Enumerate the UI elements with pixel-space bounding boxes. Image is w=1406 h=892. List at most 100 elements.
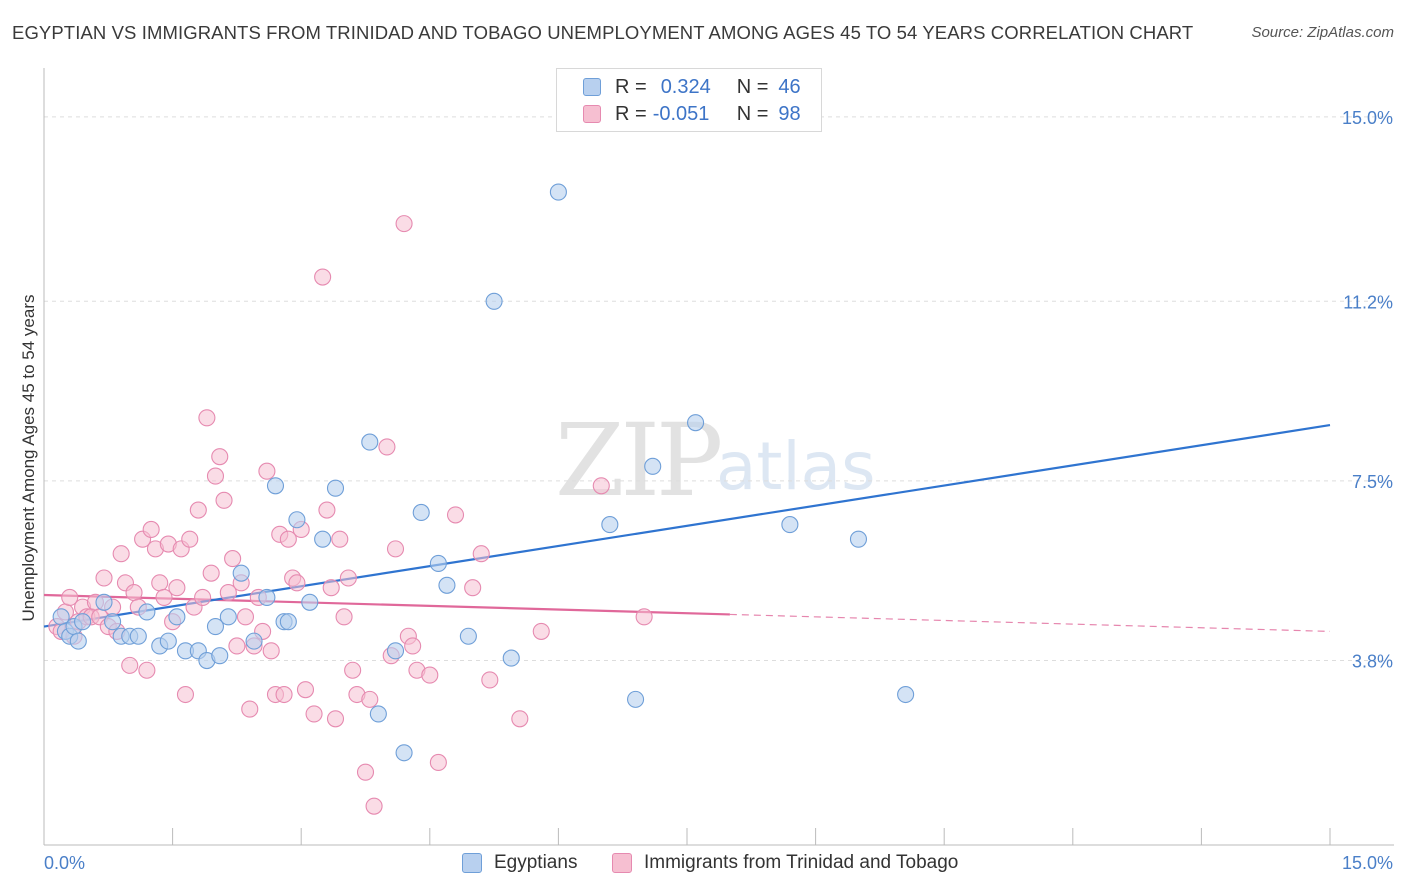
data-point-trinidad xyxy=(168,579,186,597)
data-point-trinidad xyxy=(464,579,482,597)
y-tick-label: 15.0% xyxy=(1342,108,1393,128)
data-point-egyptians xyxy=(386,642,405,660)
data-point-trinidad xyxy=(592,477,610,495)
data-point-egyptians xyxy=(395,744,413,762)
data-point-egyptians xyxy=(104,613,122,631)
data-point-egyptians xyxy=(288,511,306,529)
data-point-egyptians xyxy=(601,516,619,534)
y-tick-label: 7.5% xyxy=(1352,472,1393,492)
data-point-trinidad xyxy=(258,462,276,480)
data-point-trinidad xyxy=(378,438,396,456)
data-point-trinidad xyxy=(326,710,345,728)
data-point-trinidad xyxy=(288,574,306,592)
data-point-egyptians xyxy=(168,608,186,626)
data-point-egyptians xyxy=(211,647,229,665)
data-point-egyptians xyxy=(361,433,379,451)
data-point-trinidad xyxy=(429,753,447,772)
data-point-egyptians xyxy=(644,457,662,475)
data-point-trinidad xyxy=(305,705,323,723)
data-point-trinidad xyxy=(194,588,212,606)
data-point-trinidad xyxy=(356,763,375,781)
data-point-trinidad xyxy=(198,409,216,427)
data-point-egyptians xyxy=(897,685,915,704)
watermark-atlas: atlas xyxy=(716,428,876,505)
trend-line-egyptians xyxy=(43,424,1331,628)
data-point-egyptians xyxy=(627,690,645,708)
data-point-egyptians xyxy=(687,414,705,432)
data-point-trinidad xyxy=(142,520,160,539)
legend-row-trinidad: R = -0.051 N = 98 xyxy=(583,101,801,127)
data-point-trinidad xyxy=(228,637,246,655)
trend-line-trinidad-extension xyxy=(729,613,1331,633)
data-point-egyptians xyxy=(781,516,799,534)
points-immigrants-trinidad xyxy=(48,215,653,815)
data-point-trinidad xyxy=(365,797,383,815)
points-egyptians xyxy=(52,183,915,762)
data-point-egyptians xyxy=(258,588,276,606)
legend-item-trinidad[interactable]: Immigrants from Trinidad and Tobago xyxy=(612,852,958,874)
y-tick-label: 3.8% xyxy=(1352,652,1393,672)
data-point-trinidad xyxy=(236,608,255,626)
data-point-trinidad xyxy=(446,506,465,524)
legend-item-egyptians[interactable]: Egyptians xyxy=(462,852,577,874)
legend-n-label: N = xyxy=(736,102,769,125)
chart-title: EGYPTIAN VS IMMIGRANTS FROM TRINIDAD AND… xyxy=(12,22,1194,43)
data-point-trinidad xyxy=(189,501,207,519)
data-point-trinidad xyxy=(121,656,139,674)
axes xyxy=(43,68,1394,846)
data-point-trinidad xyxy=(314,268,332,286)
data-point-trinidad xyxy=(95,569,113,587)
data-point-egyptians xyxy=(95,593,113,611)
data-point-egyptians xyxy=(138,603,156,621)
data-point-trinidad xyxy=(344,661,362,679)
x-tick-label: 0.0% xyxy=(44,853,85,873)
source-label: Source: ZipAtlas.com xyxy=(1251,24,1394,41)
x-tick-label: 15.0% xyxy=(1342,853,1393,873)
data-point-trinidad xyxy=(404,637,422,655)
data-point-trinidad xyxy=(112,545,130,563)
legend-n-value-trinidad: 98 xyxy=(778,102,801,125)
data-point-trinidad xyxy=(155,588,173,606)
y-tick-label: 11.2% xyxy=(1343,292,1393,312)
data-point-egyptians xyxy=(502,649,520,667)
legend-n-label: N = xyxy=(736,75,769,98)
data-point-egyptians xyxy=(206,618,225,636)
legend-r-value-egyptians: 0.324 xyxy=(660,75,711,98)
legend-swatch-blue xyxy=(462,853,482,873)
correlation-legend: R = 0.324 N = 46 R = -0.051 N = 98 xyxy=(556,68,822,132)
data-point-egyptians xyxy=(849,530,868,548)
y-axis-label: Unemployment Among Ages 45 to 54 years xyxy=(19,295,38,622)
data-point-egyptians xyxy=(266,477,285,495)
data-point-trinidad xyxy=(138,661,156,679)
data-point-trinidad xyxy=(395,215,413,233)
data-point-trinidad xyxy=(339,569,357,587)
data-point-trinidad xyxy=(211,448,229,466)
data-point-egyptians xyxy=(74,613,92,631)
data-point-egyptians xyxy=(232,564,250,582)
legend-swatch-pink xyxy=(583,105,601,123)
data-point-egyptians xyxy=(429,554,447,572)
data-point-trinidad xyxy=(125,584,143,602)
data-point-trinidad xyxy=(181,530,199,548)
data-point-egyptians xyxy=(549,183,567,201)
data-point-egyptians xyxy=(326,479,345,497)
series-legend: Egyptians Immigrants from Trinidad and T… xyxy=(0,852,1406,878)
data-point-trinidad xyxy=(635,608,653,626)
data-point-trinidad xyxy=(386,540,405,558)
data-point-trinidad xyxy=(151,574,169,592)
legend-r-value-trinidad: -0.051 xyxy=(652,102,710,125)
data-point-trinidad xyxy=(275,685,293,704)
data-point-trinidad xyxy=(202,564,220,582)
legend-n-value-egyptians: 46 xyxy=(778,75,801,98)
legend-r-label: R = xyxy=(615,75,647,98)
data-point-trinidad xyxy=(532,622,550,640)
data-point-egyptians xyxy=(412,503,430,522)
data-point-trinidad xyxy=(296,681,315,699)
data-point-trinidad xyxy=(361,690,379,708)
data-point-trinidad xyxy=(472,545,490,563)
data-point-egyptians xyxy=(438,576,456,594)
legend-r-label: R = xyxy=(615,102,647,125)
data-point-trinidad xyxy=(421,666,439,684)
trend-lines xyxy=(43,424,1331,633)
